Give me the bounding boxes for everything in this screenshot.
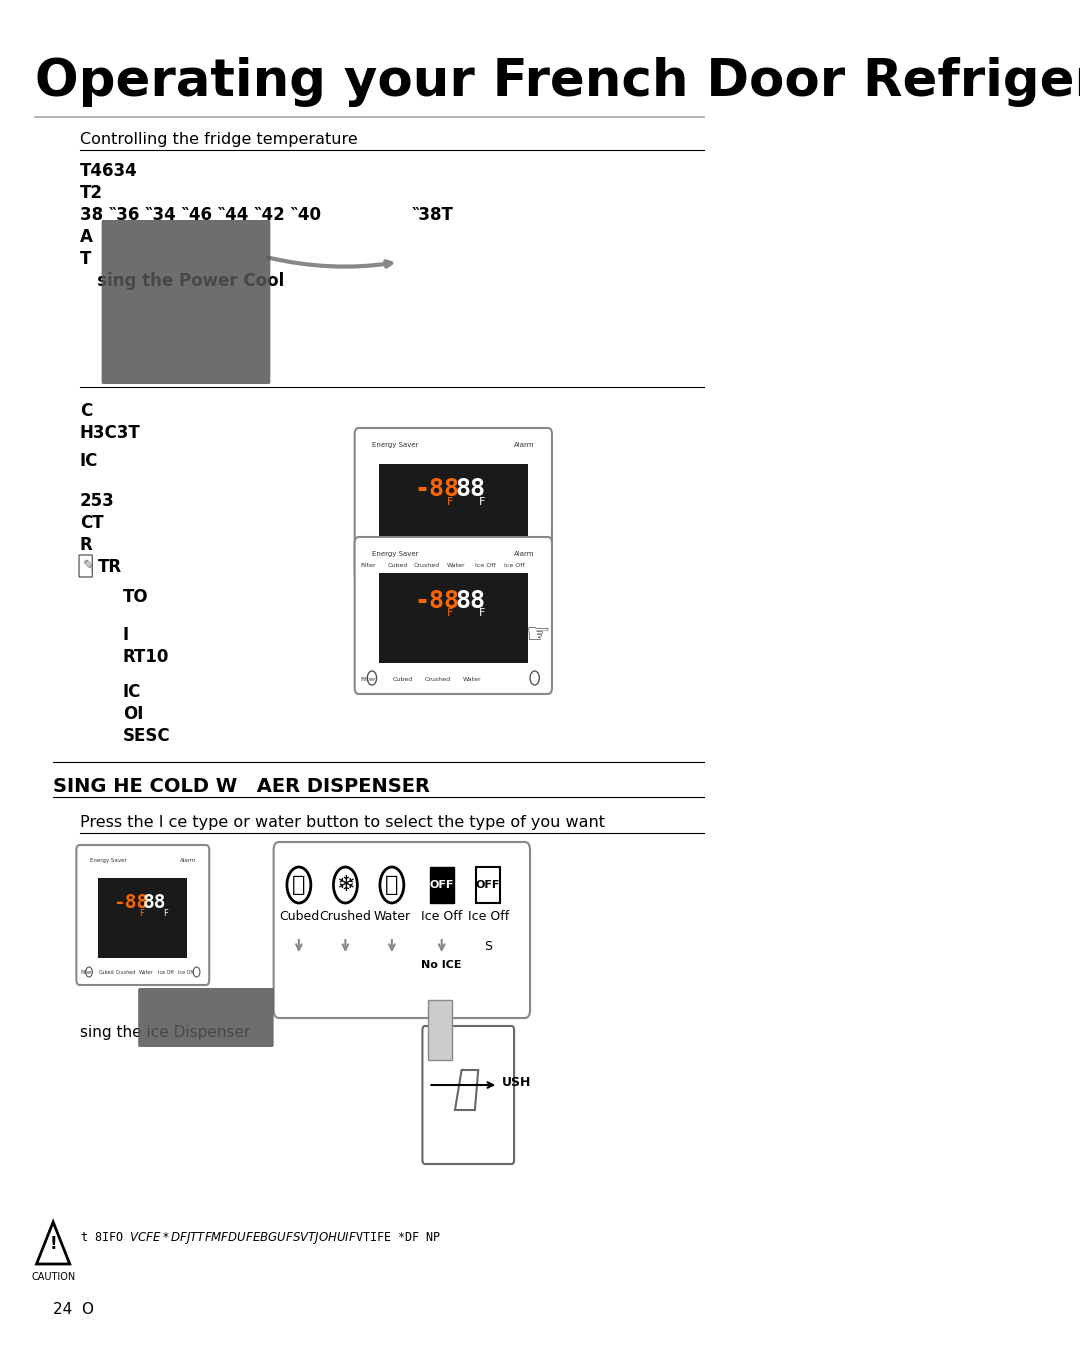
Text: t 8IFO $VCFE *DF JT TFMFDUFE BGUFS VTJOH UIF $VTIFE *DF NP: t 8IFO $VCFE *DF JT TFMFDUFE BGUFS VTJOH… — [80, 1230, 441, 1246]
Text: Alarm: Alarm — [514, 442, 535, 449]
Text: Energy Saver: Energy Saver — [372, 551, 418, 558]
Text: CT: CT — [80, 515, 104, 532]
Bar — [429, 999, 451, 1060]
Text: Operating your French Door Refrigerato: Operating your French Door Refrigerato — [35, 57, 1080, 106]
Text: Ice Off: Ice Off — [468, 911, 509, 923]
Text: S: S — [484, 940, 492, 952]
Text: OFF: OFF — [476, 880, 500, 890]
Text: 88: 88 — [455, 589, 485, 613]
Text: 38 ‶36 ‶34 ‶46 ‶44 ‶42 ‶40: 38 ‶36 ‶34 ‶46 ‶44 ‶42 ‶40 — [80, 206, 321, 224]
FancyBboxPatch shape — [79, 555, 92, 577]
Text: USH: USH — [501, 1075, 531, 1088]
Text: T2: T2 — [80, 185, 103, 202]
Text: Alarm: Alarm — [179, 858, 195, 863]
Text: sing the ice Dispenser: sing the ice Dispenser — [80, 1025, 251, 1040]
Text: Alarm: Alarm — [514, 551, 535, 558]
Text: F: F — [478, 497, 485, 506]
Text: ❄: ❄ — [336, 876, 354, 894]
Text: F: F — [447, 497, 453, 506]
Text: 88: 88 — [455, 477, 485, 501]
Text: F: F — [139, 908, 145, 917]
Text: IC: IC — [123, 683, 141, 700]
Text: 🧊: 🧊 — [293, 876, 306, 894]
Text: Press the I ce type or water button to select the type of you want: Press the I ce type or water button to s… — [80, 815, 605, 830]
Text: F: F — [163, 908, 167, 917]
Text: C: C — [80, 401, 92, 420]
Text: T: T — [80, 251, 91, 268]
Text: -88: -88 — [415, 477, 459, 501]
Text: OFF: OFF — [430, 880, 454, 890]
Text: Crushed: Crushed — [320, 911, 372, 923]
Text: Cubed: Cubed — [98, 970, 114, 975]
FancyBboxPatch shape — [422, 1026, 514, 1164]
Text: -88: -88 — [113, 893, 148, 912]
Text: Controlling the fridge temperature: Controlling the fridge temperature — [80, 132, 357, 147]
Text: Crushed: Crushed — [414, 563, 441, 568]
Bar — [430, 867, 454, 902]
Text: Ice Off: Ice Off — [421, 911, 462, 923]
Polygon shape — [37, 1222, 70, 1263]
FancyBboxPatch shape — [138, 987, 273, 1047]
Text: F: F — [478, 609, 485, 618]
Text: Ice Off: Ice Off — [475, 563, 496, 568]
FancyBboxPatch shape — [354, 537, 552, 694]
Bar — [476, 867, 500, 902]
Text: Energy Saver: Energy Saver — [90, 858, 126, 863]
Text: OI: OI — [123, 704, 144, 723]
Text: Water: Water — [374, 911, 410, 923]
FancyBboxPatch shape — [77, 845, 210, 985]
Text: Crushed: Crushed — [424, 678, 450, 682]
Text: Cubed: Cubed — [388, 563, 408, 568]
Text: A: A — [80, 228, 93, 247]
Text: ✎: ✎ — [83, 559, 95, 572]
Text: TO: TO — [123, 589, 149, 606]
Text: ☞: ☞ — [526, 621, 551, 649]
FancyBboxPatch shape — [354, 428, 552, 581]
Bar — [98, 878, 187, 958]
Text: -88: -88 — [415, 589, 459, 613]
Bar — [379, 463, 528, 550]
Text: T4634: T4634 — [80, 162, 137, 180]
Text: Energy Saver: Energy Saver — [372, 442, 418, 449]
Text: I: I — [123, 626, 129, 644]
Text: Cubed: Cubed — [279, 911, 319, 923]
Text: IC: IC — [80, 453, 98, 470]
Text: Cubed: Cubed — [393, 678, 414, 682]
Text: R: R — [80, 536, 93, 554]
Bar — [379, 572, 528, 663]
Text: ‶38T: ‶38T — [411, 206, 454, 224]
Text: Crushed: Crushed — [116, 970, 136, 975]
Text: Ice Off: Ice Off — [158, 970, 174, 975]
Text: Filter: Filter — [80, 970, 93, 975]
Text: F: F — [447, 609, 453, 618]
Text: sing the Power Cool: sing the Power Cool — [80, 272, 284, 290]
Text: 88: 88 — [143, 893, 166, 912]
Text: TR: TR — [98, 558, 122, 577]
Text: 253: 253 — [80, 492, 114, 511]
Text: Filter: Filter — [361, 678, 377, 682]
Text: Water: Water — [138, 970, 153, 975]
FancyBboxPatch shape — [102, 220, 270, 384]
Text: No ICE: No ICE — [421, 960, 462, 970]
Text: 💧: 💧 — [386, 876, 399, 894]
Text: CAUTION: CAUTION — [31, 1272, 76, 1282]
Text: Water: Water — [463, 678, 482, 682]
Text: Filter: Filter — [361, 563, 377, 568]
FancyBboxPatch shape — [273, 842, 530, 1018]
Text: Ice Off: Ice Off — [178, 970, 194, 975]
Text: RT10: RT10 — [123, 648, 170, 665]
Text: Ice Off: Ice Off — [504, 563, 525, 568]
Text: 24  O: 24 O — [53, 1303, 94, 1317]
Text: SING HE COLD W AER DISPENSER: SING HE COLD W AER DISPENSER — [53, 777, 430, 796]
Polygon shape — [455, 1070, 478, 1110]
Text: H3C3T: H3C3T — [80, 424, 140, 442]
Text: !: ! — [50, 1235, 57, 1253]
Text: Water: Water — [447, 563, 465, 568]
Text: SESC: SESC — [123, 727, 171, 745]
